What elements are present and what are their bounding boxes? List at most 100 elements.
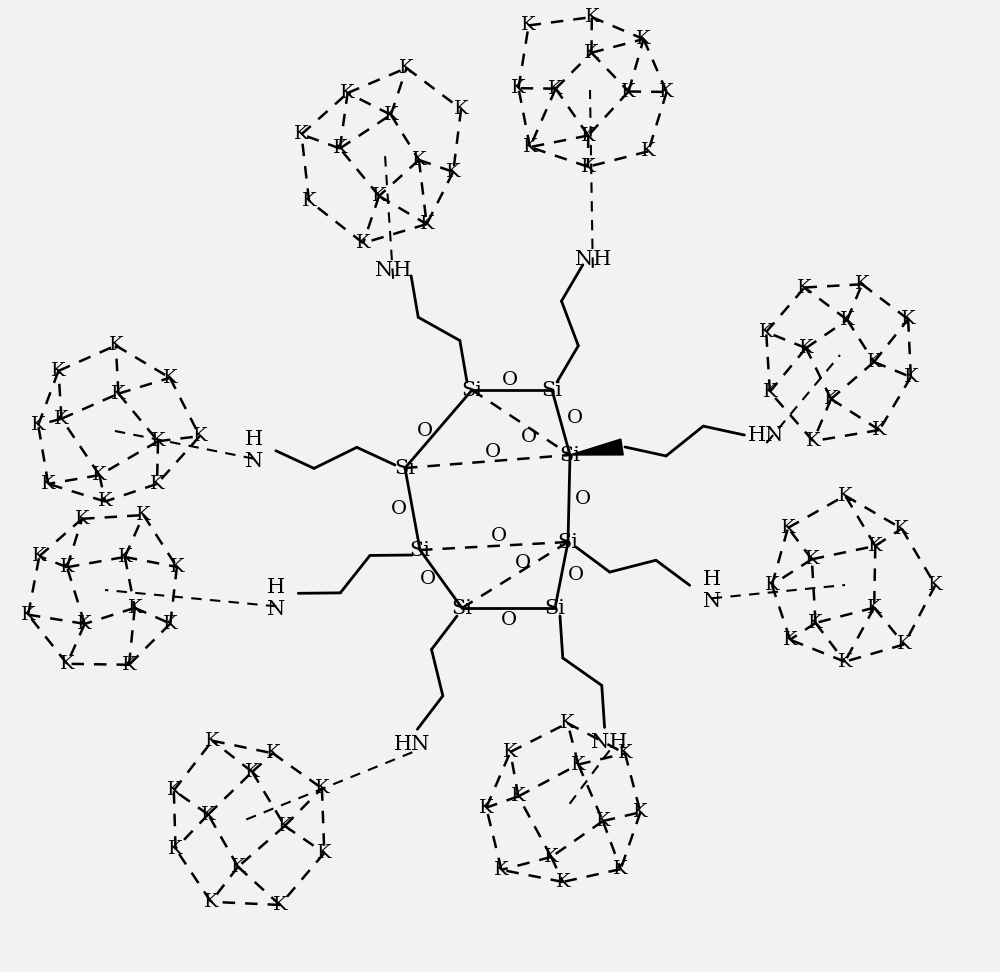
Text: O: O	[491, 527, 507, 545]
Text: O: O	[515, 554, 531, 572]
Text: K: K	[21, 606, 35, 624]
Text: K: K	[544, 848, 559, 866]
Text: H
N: H N	[703, 570, 721, 610]
Text: Si: Si	[544, 599, 566, 617]
Text: K: K	[384, 106, 398, 123]
Text: K: K	[581, 157, 595, 176]
Text: K: K	[511, 79, 526, 97]
Text: K: K	[596, 812, 610, 830]
Text: K: K	[372, 187, 386, 205]
Text: K: K	[641, 142, 656, 160]
Text: Si: Si	[394, 459, 416, 477]
Text: K: K	[302, 191, 316, 210]
Text: O: O	[567, 408, 583, 427]
Polygon shape	[570, 439, 623, 455]
Text: O: O	[420, 570, 436, 588]
Text: H
N: H N	[245, 431, 263, 471]
Text: K: K	[315, 780, 329, 797]
Text: K: K	[838, 487, 852, 504]
Text: K: K	[867, 353, 881, 371]
Text: K: K	[60, 558, 74, 576]
Text: O: O	[484, 442, 501, 461]
Text: K: K	[855, 275, 869, 294]
Text: K: K	[446, 163, 460, 181]
Text: Si: Si	[542, 380, 562, 399]
Text: K: K	[872, 421, 887, 439]
Text: K: K	[32, 547, 47, 566]
Text: Si: Si	[410, 540, 430, 560]
Text: K: K	[584, 44, 599, 62]
Text: O: O	[567, 566, 584, 584]
Text: K: K	[799, 339, 813, 357]
Text: K: K	[901, 310, 915, 329]
Text: K: K	[54, 410, 69, 428]
Text: K: K	[763, 383, 777, 400]
Text: NH: NH	[575, 251, 611, 269]
Text: K: K	[824, 390, 838, 408]
Text: K: K	[266, 745, 280, 762]
Text: K: K	[797, 279, 812, 296]
Text: K: K	[163, 614, 178, 633]
Text: K: K	[109, 336, 123, 355]
Text: K: K	[494, 861, 509, 879]
Text: K: K	[560, 714, 575, 732]
Text: K: K	[412, 151, 426, 169]
Text: K: K	[201, 806, 215, 823]
Text: K: K	[479, 799, 494, 816]
Text: K: K	[399, 59, 414, 77]
Text: K: K	[317, 844, 332, 862]
Text: K: K	[356, 234, 370, 252]
Text: K: K	[636, 30, 651, 48]
Text: K: K	[897, 636, 911, 653]
Text: K: K	[163, 368, 177, 387]
Text: K: K	[204, 893, 218, 911]
Text: K: K	[273, 896, 287, 914]
Text: K: K	[548, 80, 563, 97]
Text: Si: Si	[560, 445, 580, 465]
Text: K: K	[294, 125, 309, 143]
Text: K: K	[585, 8, 599, 26]
Text: HN: HN	[394, 735, 431, 753]
Text: K: K	[867, 599, 881, 616]
Text: K: K	[151, 433, 165, 450]
Text: K: K	[633, 803, 648, 821]
Text: K: K	[838, 652, 852, 671]
Text: K: K	[75, 509, 89, 528]
Text: K: K	[904, 368, 918, 386]
Text: K: K	[868, 537, 883, 555]
Text: K: K	[245, 763, 259, 781]
Text: O: O	[502, 371, 518, 389]
Text: K: K	[98, 493, 112, 510]
Text: K: K	[618, 745, 632, 762]
Text: K: K	[781, 519, 795, 537]
Text: K: K	[511, 787, 526, 806]
Text: K: K	[118, 548, 132, 566]
Text: K: K	[928, 576, 943, 594]
Text: K: K	[521, 17, 536, 34]
Text: K: K	[808, 614, 823, 632]
Text: NH: NH	[375, 261, 411, 280]
Text: Si: Si	[452, 599, 473, 617]
Text: K: K	[783, 631, 797, 648]
Text: K: K	[170, 558, 184, 576]
Text: K: K	[759, 323, 773, 341]
Text: K: K	[167, 781, 181, 799]
Text: K: K	[31, 416, 45, 434]
Text: K: K	[41, 475, 55, 493]
Text: K: K	[193, 427, 207, 445]
Text: O: O	[390, 500, 407, 518]
Text: K: K	[122, 656, 136, 674]
Text: K: K	[205, 732, 220, 749]
Text: K: K	[556, 873, 570, 891]
Text: K: K	[806, 433, 820, 450]
Text: K: K	[571, 755, 586, 774]
Text: K: K	[621, 83, 636, 100]
Text: Si: Si	[462, 380, 482, 399]
Text: K: K	[77, 615, 92, 633]
Text: K: K	[840, 311, 854, 329]
Text: K: K	[454, 100, 468, 119]
Text: K: K	[340, 84, 355, 102]
Text: K: K	[111, 385, 126, 402]
Text: K: K	[613, 860, 628, 878]
Text: K: K	[659, 83, 674, 101]
